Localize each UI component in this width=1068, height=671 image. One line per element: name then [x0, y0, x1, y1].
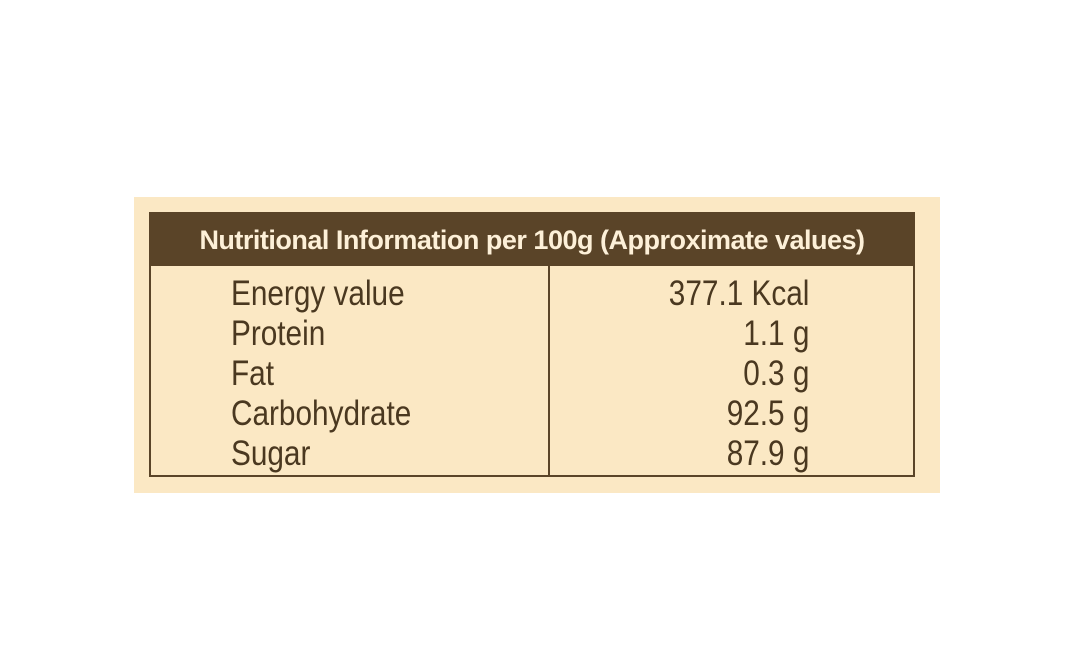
nutrient-value: 92.5 g — [726, 394, 809, 433]
nutrient-value: 377.1 Kcal — [668, 274, 809, 313]
nutrient-value: 0.3 g — [742, 354, 809, 393]
nutrient-name: Carbohydrate — [231, 394, 412, 433]
nutrient-names: Energy value Protein Fat Carbohydrate Sugar — [231, 274, 411, 474]
nutrient-name: Fat — [231, 354, 274, 393]
nutrient-name: Sugar — [231, 434, 311, 473]
table-title: Nutritional Information per 100g (Approx… — [151, 214, 913, 266]
nutrient-value: 87.9 g — [726, 434, 809, 473]
nutrition-table: Nutritional Information per 100g (Approx… — [149, 212, 915, 477]
nutrient-values: 377.1 Kcal 1.1 g 0.3 g 92.5 g 87.9 g — [668, 274, 809, 474]
nutrient-name: Protein — [231, 314, 326, 353]
nutrient-value: 1.1 g — [742, 314, 809, 353]
nutrient-name: Energy value — [231, 274, 405, 313]
column-divider — [548, 266, 550, 475]
label-panel: Nutritional Information per 100g (Approx… — [134, 197, 940, 493]
